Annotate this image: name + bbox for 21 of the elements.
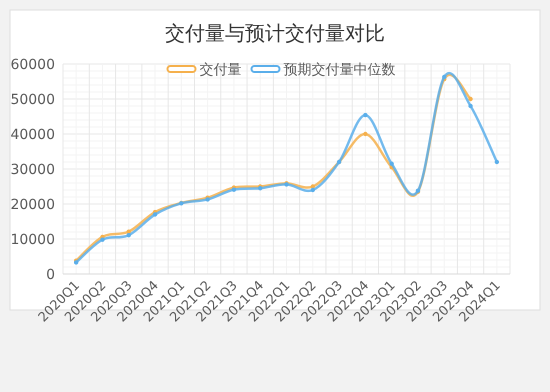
chart-title: 交付量与预计交付量对比 [165,21,385,45]
point [363,132,368,136]
legend-label: 交付量 [200,62,242,78]
point [363,112,368,118]
point [152,212,158,217]
y-tick-label: 10000 [10,232,55,248]
y-tick-label: 0 [46,267,55,283]
point [468,104,473,108]
legend-label: 预期交付量中位数 [284,62,396,78]
point [310,188,315,192]
point [100,238,105,242]
y-tick-label: 60000 [10,57,55,73]
point [310,184,315,189]
point [468,96,473,102]
point [389,162,394,166]
point [126,232,131,238]
y-tick-label: 20000 [10,197,55,213]
y-tick-label: 50000 [10,92,55,108]
y-tick-label: 40000 [10,127,55,143]
point [494,160,500,164]
y-tick-label: 30000 [10,162,55,178]
